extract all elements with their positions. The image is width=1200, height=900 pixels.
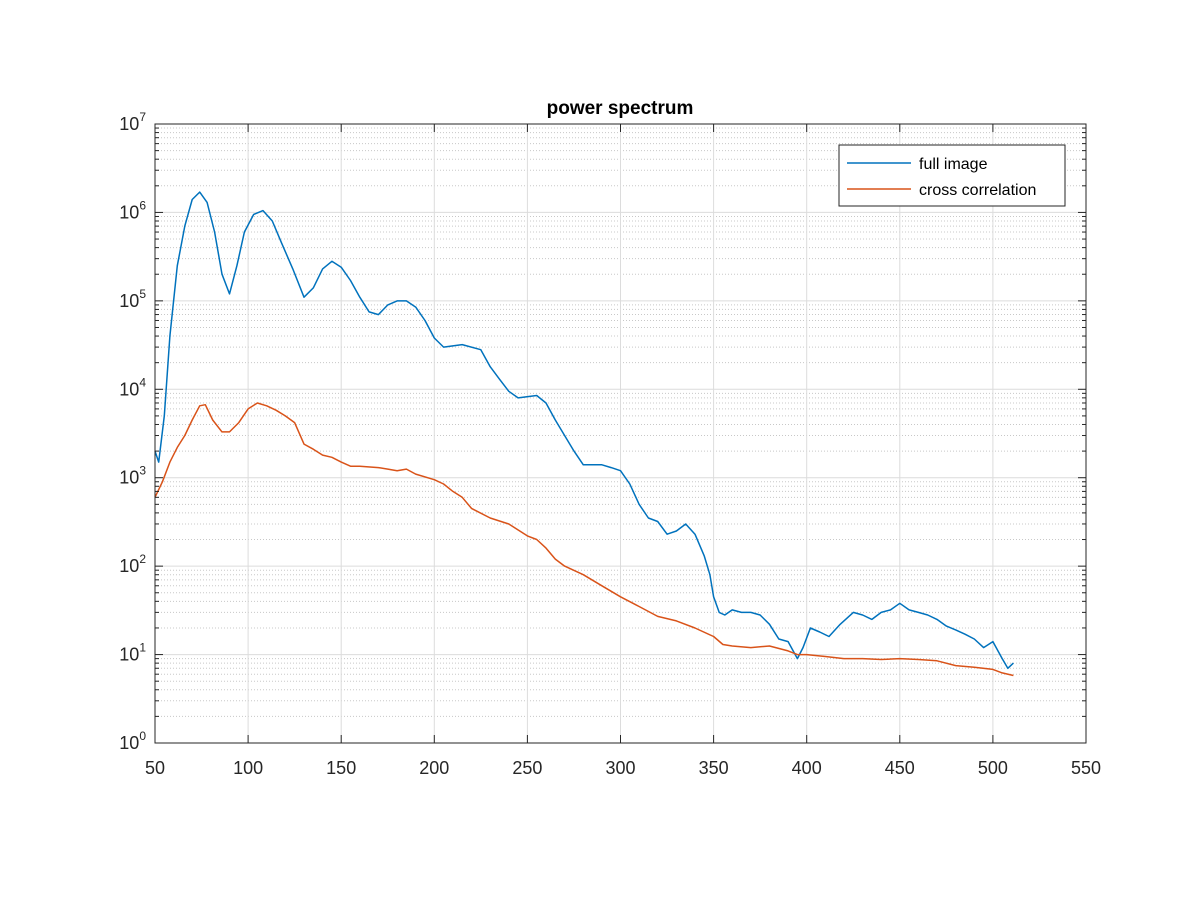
x-tick-label: 100	[233, 758, 263, 778]
y-tick-label: 103	[119, 464, 146, 488]
x-tick-label: 250	[512, 758, 542, 778]
x-tick-label: 150	[326, 758, 356, 778]
y-tick-label: 104	[119, 375, 146, 399]
y-tick-label: 100	[119, 729, 146, 753]
series-line-cross-correlation	[154, 402, 1014, 677]
y-tick-label: 107	[119, 110, 146, 134]
x-tick-label: 300	[605, 758, 635, 778]
legend-label-full-image: full image	[919, 156, 988, 173]
chart-title: power spectrum	[547, 98, 694, 119]
y-tick-label: 105	[119, 287, 146, 311]
y-tick-label: 101	[119, 641, 146, 665]
y-tick-label: 106	[119, 198, 146, 222]
y-axis-tick-labels: 100 101 102 103 104 105 106 107	[119, 110, 146, 753]
series-layer	[154, 191, 1014, 677]
x-tick-label: 350	[699, 758, 729, 778]
legend: full image cross correlation	[838, 144, 1066, 207]
x-tick-label: 200	[419, 758, 449, 778]
x-tick-label: 550	[1071, 758, 1101, 778]
x-tick-label: 50	[145, 758, 165, 778]
legend-box	[838, 144, 1066, 207]
x-tick-label: 450	[885, 758, 915, 778]
x-tick-label: 400	[792, 758, 822, 778]
y-tick-label: 102	[119, 552, 146, 576]
x-axis-tick-labels: 50 100 150 200 250 300 350 400 450 500 550	[145, 758, 1101, 778]
legend-label-cross-correlation: cross correlation	[919, 182, 1036, 199]
x-tick-label: 500	[978, 758, 1008, 778]
series-line-full-image	[154, 191, 1014, 670]
axis-ticks	[154, 123, 1087, 744]
